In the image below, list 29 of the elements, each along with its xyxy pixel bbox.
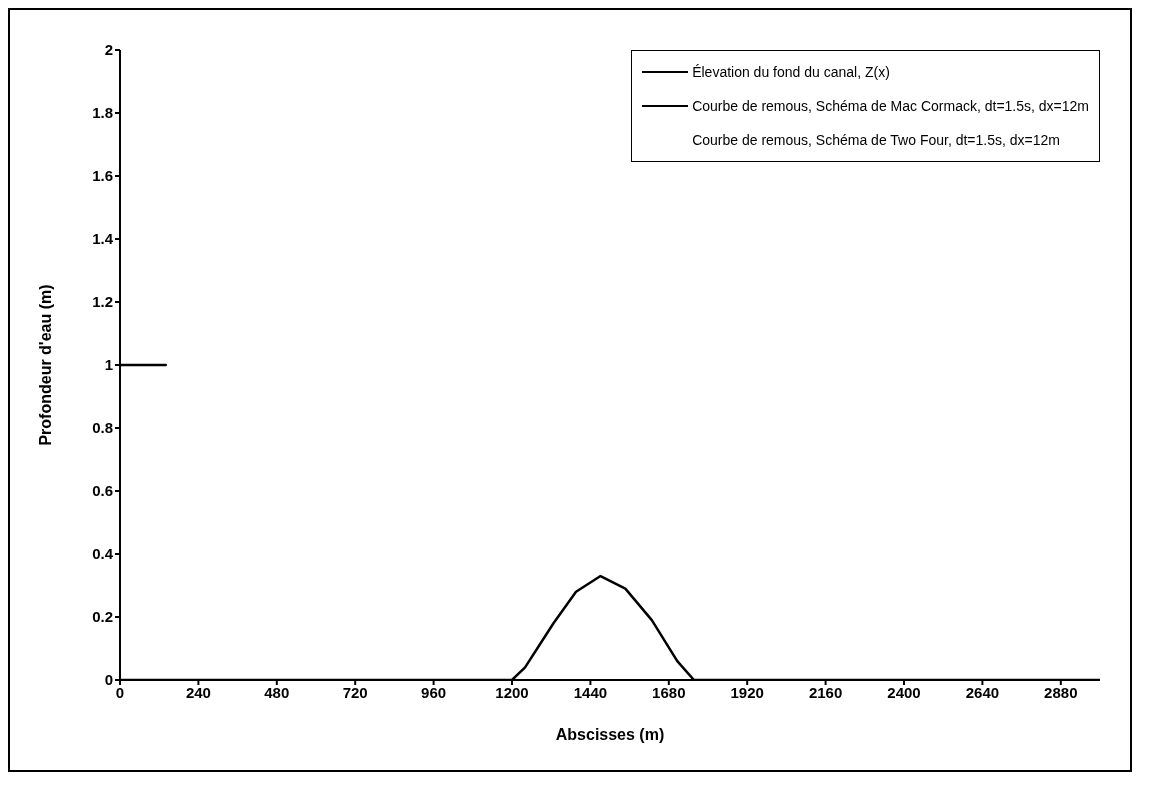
x-tick-label: 480 <box>264 683 290 701</box>
x-tick-label: 2880 <box>1044 683 1078 701</box>
text: Courbe de remous, Schéma de Two Four, dt=1.5s, dx=12m <box>692 131 1060 150</box>
x-tick-label: 1200 <box>495 683 529 701</box>
y-tick-label: 0.2 <box>92 608 113 626</box>
x-tick-label: 2160 <box>808 683 843 701</box>
y-tick-label: 0.6 <box>92 482 113 500</box>
x-tick-label: 1440 <box>573 683 608 701</box>
legend-label: Élevation du fond du canal, Z(x) <box>692 63 890 82</box>
y-axis-title: Profondeur d'eau (m) <box>36 284 54 446</box>
y-tick-label: 2 <box>104 41 113 59</box>
y-tick-label: 0.8 <box>92 419 113 437</box>
y-tick-label: 1.4 <box>92 230 114 248</box>
y-tick-label: 0.4 <box>92 545 114 563</box>
legend-label: Courbe de remous, Schéma de Mac Cormack, dt=1.5s, dx=12m <box>692 97 1089 116</box>
y-tick-label: 1 <box>104 356 113 374</box>
y-tick-label: 1.2 <box>92 293 113 311</box>
x-tick-label: 1920 <box>730 683 764 701</box>
y-tick-label: 1.6 <box>92 167 113 185</box>
y-tick-label: 0 <box>104 671 113 689</box>
x-tick-label: 960 <box>421 683 447 701</box>
x-tick-label: 1680 <box>652 683 686 701</box>
x-tick-label: 2400 <box>887 683 921 701</box>
x-tick-label: 240 <box>185 683 211 701</box>
x-axis-title: Abscisses (m) <box>555 726 665 743</box>
x-tick-label: 720 <box>342 683 368 701</box>
x-tick-label: 0 <box>115 683 125 701</box>
x-tick-label: 2640 <box>965 683 1000 701</box>
y-tick-label: 1.8 <box>92 104 113 122</box>
